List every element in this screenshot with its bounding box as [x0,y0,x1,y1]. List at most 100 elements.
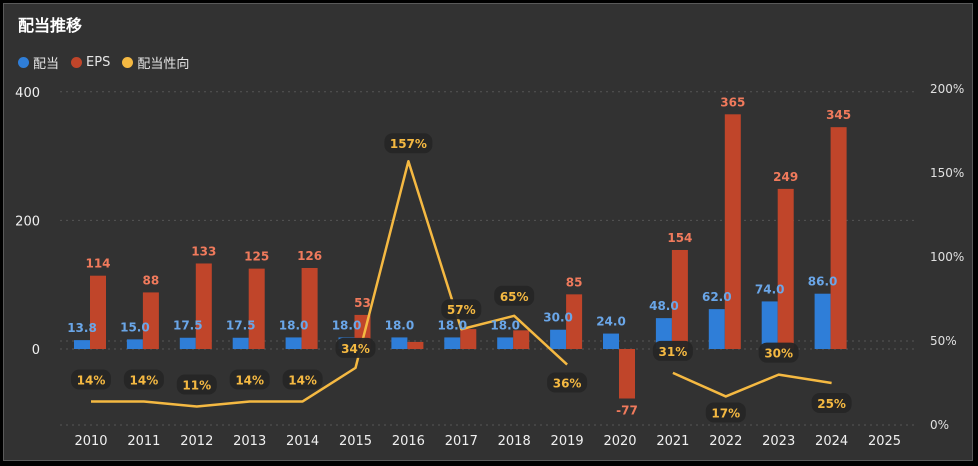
dividend-bar [285,337,302,349]
x-tick-label: 2012 [180,434,213,449]
legend-payout-swatch [122,57,134,68]
x-tick-label: 2018 [498,434,531,449]
dividend-data-label: 17.5 [226,319,256,333]
eps-bar [142,292,159,349]
dividend-bar [232,337,249,349]
eps-data-label: 154 [667,231,692,245]
y-right-tick-label: 150% [930,166,964,180]
payout-label-pill [547,372,588,393]
legend: 配当 EPS 配当性向 [18,53,201,72]
payout-label-pill [494,285,535,306]
dividend-data-label: 30.0 [543,311,573,325]
payout-label-pill [811,393,852,413]
dividend-bar [126,339,143,349]
eps-data-label: 345 [826,108,851,122]
dividend-bar [550,329,567,349]
eps-bar [724,114,741,350]
payout-label-pill [758,342,799,363]
payout-data-label: 14% [235,373,264,387]
dividend-bar [497,337,514,349]
dividend-bar [74,340,90,349]
payout-data-label: 25% [817,397,846,411]
dividend-data-label: 18.0 [490,318,520,332]
payout-label-pill [229,369,270,390]
payout-label-pill [441,299,482,320]
x-tick-label: 2024 [815,434,848,449]
dividend-bar [761,301,778,349]
x-tick-label: 2013 [233,434,266,449]
eps-bar [566,294,583,349]
x-tick-label: 2011 [127,434,160,449]
y-right-tick-label: 50% [930,334,957,348]
eps-bar [671,249,688,349]
eps-data-label: 85 [566,275,583,289]
payout-data-label: 157% [390,137,427,151]
dividend-data-label: 74.0 [755,282,785,296]
payout-data-label: 30% [764,347,793,361]
eps-bar [90,275,106,349]
dividend-bar [603,333,619,349]
payout-label-pill [384,133,433,154]
legend-dividend-swatch [18,57,29,68]
payout-data-label: 17% [711,406,740,420]
payout-data-label: 14% [77,373,106,387]
y-right-tick-label: 100% [930,250,964,264]
legend-eps-label: EPS [86,55,111,70]
dividend-data-label: 62.0 [702,290,732,304]
eps-bar [301,267,318,349]
legend-item-dividend[interactable]: 配当 [18,53,59,72]
payout-data-label: 11% [182,379,211,393]
payout-label-pill [335,337,376,358]
payout-data-label: 65% [500,290,529,304]
payout-label-pill [705,402,746,423]
x-tick-label: 2017 [445,434,478,449]
dividend-data-label: 48.0 [649,299,679,313]
dividend-bar [814,293,831,349]
eps-bar [195,263,212,349]
dividend-data-label: 13.8 [67,321,97,335]
dividend-data-label: 18.0 [437,318,467,332]
eps-data-label: 365 [720,95,745,109]
y-left-tick-label: 400 [15,86,40,101]
x-tick-label: 2022 [709,434,742,449]
payout-label-pill [71,369,111,390]
payout-label-pill [176,374,217,395]
eps-data-label: 53 [354,296,371,310]
dividend-data-label: 86.0 [808,275,838,289]
dividend-data-label: 18.0 [279,318,309,332]
x-tick-label: 2020 [603,434,636,449]
dividend-data-label: 15.0 [120,320,150,334]
dividend-bar [444,337,461,349]
payout-data-label: 57% [447,303,476,317]
eps-bar [407,341,424,349]
dividend-data-label: 18.0 [385,318,415,332]
eps-data-label: 249 [773,170,798,184]
eps-bar [513,330,530,349]
dividend-data-label: 17.5 [173,319,203,333]
payout-label-pill [282,369,323,390]
x-tick-label: 2014 [286,434,319,449]
legend-item-eps[interactable]: EPS [71,55,110,70]
legend-item-payout-ratio[interactable]: 配当性向 [122,53,189,72]
eps-bar [830,127,847,349]
payout-ratio-line [91,159,832,408]
payout-data-label: 34% [341,342,370,356]
eps-data-label: 114 [85,257,110,271]
x-tick-label: 2019 [551,434,584,449]
y-left-tick-label: 0 [32,343,40,358]
payout-data-label: 31% [659,345,688,359]
y-right-tick-label: 200% [930,82,964,96]
legend-payout-label: 配当性向 [137,57,190,72]
eps-bar [248,268,265,349]
payout-label-pill [652,340,693,361]
x-tick-label: 2025 [868,434,901,449]
dividend-bar [708,309,725,349]
payout-data-label: 14% [130,373,159,387]
eps-data-label: 125 [244,250,269,264]
chart-title: 配当推移 [18,16,83,35]
eps-bar [777,188,794,349]
x-tick-label: 2021 [656,434,689,449]
x-tick-label: 2015 [339,434,372,449]
eps-data-label: -77 [616,404,638,418]
